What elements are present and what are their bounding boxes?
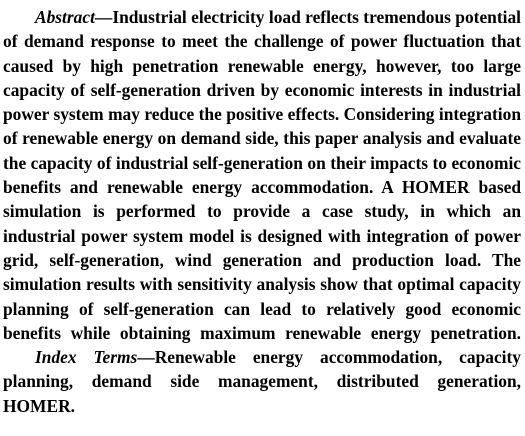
abstract-text: —Industrial electricity load reflects tr… bbox=[3, 7, 521, 343]
index-terms-text: —Renewable energy accommodation, capacit… bbox=[3, 347, 521, 416]
abstract-label: Abstract bbox=[35, 7, 95, 27]
index-terms-paragraph: Index Terms—Renewable energy accommodati… bbox=[3, 345, 521, 418]
index-terms-label: Index Terms bbox=[35, 347, 138, 368]
abstract-paragraph: Abstract—Industrial electricity load ref… bbox=[3, 5, 521, 345]
abstract-page: Abstract—Industrial electricity load ref… bbox=[3, 5, 521, 418]
